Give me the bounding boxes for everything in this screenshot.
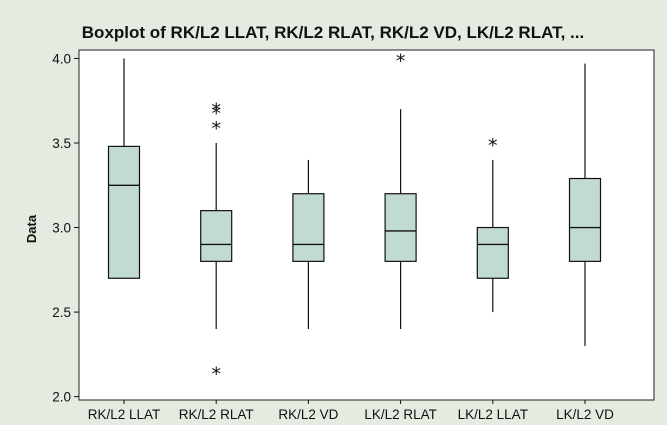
y-axis: 2.0 2.5 3.0 3.5 4.0: [52, 51, 79, 405]
outlier-marker: *: [396, 50, 406, 72]
boxes-layer: ******: [107, 50, 602, 385]
plot-panel: [78, 49, 655, 401]
box-4: *: [384, 50, 417, 329]
x-category-label: LK/L2 LLAT: [458, 407, 528, 422]
x-category-label: RK/L2 VD: [278, 407, 338, 422]
x-category-label: LK/L2 RLAT: [364, 407, 437, 422]
outlier-marker: *: [211, 99, 221, 121]
iqr-box: [107, 145, 141, 279]
iqr-box: [476, 226, 509, 279]
y-tick-label: 2.0: [52, 390, 71, 405]
box-1: [107, 58, 141, 279]
iqr-box: [200, 210, 233, 262]
box-6: [568, 63, 602, 346]
y-tick-label: 3.5: [52, 136, 71, 151]
iqr-box: [568, 177, 602, 262]
iqr-box: [292, 193, 325, 262]
iqr-box: [384, 193, 417, 262]
outlier-marker: *: [211, 118, 221, 140]
outlier-marker: *: [488, 135, 498, 157]
outlier-marker: *: [211, 103, 221, 125]
x-axis: RK/L2 LLAT RK/L2 RLAT RK/L2 VD LK/L2 RLAT LK…: [88, 400, 614, 422]
x-category-label: LK/L2 VD: [556, 407, 614, 422]
y-tick-label: 3.0: [52, 221, 71, 236]
y-tick-label: 4.0: [52, 51, 71, 66]
chart-title: Boxplot of RK/L2 LLAT, RK/L2 RLAT, RK/L2…: [82, 23, 584, 42]
y-axis-label: Data: [24, 214, 39, 243]
outlier-marker: *: [211, 363, 221, 385]
box-3: [292, 159, 325, 329]
x-category-label: RK/L2 RLAT: [179, 407, 254, 422]
box-2: ****: [200, 99, 233, 385]
box-5: *: [476, 135, 509, 313]
y-tick-label: 2.5: [52, 305, 71, 320]
x-category-label: RK/L2 LLAT: [88, 407, 161, 422]
